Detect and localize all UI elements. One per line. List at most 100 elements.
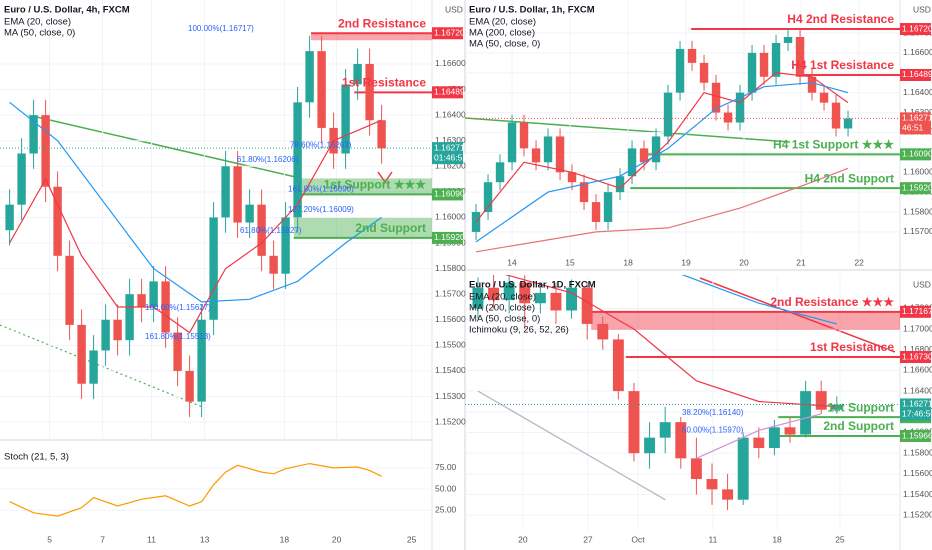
x-tick-label: 25: [835, 534, 845, 544]
y-tick-label: 1.16600: [903, 365, 932, 375]
x-tick-label: 20: [739, 257, 749, 267]
level-label: 2nd Support: [355, 221, 426, 235]
candle-body: [843, 118, 853, 129]
candle-body: [5, 204, 14, 231]
trend-line: [27, 114, 301, 179]
candle-body: [503, 282, 515, 301]
x-tick-label: Oct: [631, 534, 645, 544]
chart-title: Euro / U.S. Dollar, 1D, FXCM: [469, 280, 596, 291]
price-tag-label: 1.15920: [902, 182, 932, 192]
chart-title: Euro / U.S. Dollar, 4h, FXCM: [4, 5, 130, 16]
stoch-title: Stoch (21, 5, 3): [4, 452, 69, 463]
candle-body: [17, 153, 26, 205]
level-label: H4 2nd Support: [805, 171, 894, 185]
candle-body: [488, 287, 500, 301]
candle-body: [706, 479, 718, 490]
candle-body: [137, 294, 146, 307]
fib-label: 161.80%(1.15513): [145, 332, 211, 341]
level-label: H4 2nd Resistance: [787, 12, 894, 26]
price-tag-label: 1.16720: [902, 23, 932, 33]
candle-body: [651, 136, 661, 163]
candle-body: [245, 204, 254, 223]
price-tag: [432, 86, 463, 99]
candle-body: [735, 92, 745, 123]
y-tick-label: 1.15300: [435, 391, 466, 401]
current-price-tag: [900, 112, 931, 135]
x-tick-label: 20: [332, 534, 342, 544]
candle-body: [281, 217, 290, 274]
legend-entry: Ichimoku (9, 26, 52, 26): [469, 325, 569, 336]
x-tick-label: 25: [407, 534, 417, 544]
countdown: 46:51: [902, 123, 924, 133]
x-tick-label: 22: [854, 257, 864, 267]
y-tick-label: 1.16300: [903, 107, 932, 117]
candle-body: [784, 427, 796, 435]
fib-label: 50.00%(1.15970): [682, 426, 744, 435]
price-tag-label: 1.16730: [902, 351, 932, 361]
y-tick-label: 1.15400: [435, 365, 466, 375]
indicator-line: [681, 275, 837, 325]
indicator-line: [9, 101, 382, 303]
y-tick-label: 1.15600: [903, 468, 932, 478]
candle-body: [483, 182, 493, 213]
candle-body: [612, 339, 624, 392]
y-tick-label: 1.15700: [903, 226, 932, 236]
level-zone: [311, 33, 432, 41]
candle-body: [687, 48, 697, 63]
candle-body: [185, 370, 194, 402]
price-tag: [900, 148, 931, 161]
price-tag: [900, 430, 931, 443]
candle-body: [567, 172, 577, 183]
candle-body: [507, 122, 517, 163]
legend-entry: EMA (20, close): [469, 17, 536, 28]
candle-body: [534, 292, 546, 304]
candle-body: [209, 217, 218, 320]
plot: [0, 0, 432, 440]
level-label: 1st Resistance: [810, 340, 894, 354]
candle-body: [579, 182, 589, 203]
fib-label: 78.60%(1.16263): [290, 140, 352, 149]
price-tag: [900, 68, 931, 81]
candle-body: [591, 202, 601, 222]
y-tick-label: 1.16000: [435, 212, 466, 222]
indicator-line: [475, 167, 849, 253]
candle-body: [603, 192, 613, 222]
legend-entry: MA (50, close, 0): [469, 39, 540, 50]
y-tick-label: 1.15200: [435, 416, 466, 426]
candle-body: [597, 323, 609, 340]
y-tick-label: 1.15800: [435, 263, 466, 273]
y-tick-label: 1.16400: [903, 87, 932, 97]
y-tick-label: 1.16000: [903, 167, 932, 177]
current-price-tag: [432, 142, 463, 165]
x-tick-label: 11: [147, 534, 156, 544]
candle-body: [293, 102, 302, 218]
candle-body: [795, 36, 805, 77]
indicator-line: [696, 413, 822, 459]
price-tag-label: 1.16090: [902, 149, 932, 159]
y-tick-label: 1.15400: [903, 489, 932, 499]
candle-body: [305, 51, 314, 103]
current-price-label: 1.16271: [902, 399, 932, 409]
y-tick-label: 1.17000: [903, 323, 932, 333]
candle-body: [555, 136, 565, 173]
candle-body: [783, 36, 793, 43]
level-label: 2nd Resistance ★★★: [770, 295, 894, 309]
x-tick-label: 18: [772, 534, 782, 544]
y-tick-label: 25.00: [435, 504, 457, 514]
price-tag: [432, 231, 463, 244]
legend-entry: MA (200, close): [469, 28, 535, 39]
candle-body: [113, 319, 122, 341]
candle-body: [519, 122, 529, 149]
x-tick-label: 5: [47, 534, 52, 544]
indicator-line: [475, 82, 849, 243]
fib-label: 61.80%(1.16206): [237, 155, 299, 164]
x-tick-label: 14: [507, 257, 517, 267]
x-tick-label: 18: [280, 534, 290, 544]
candle-body: [722, 489, 734, 500]
candle-body: [737, 437, 749, 500]
level-label: 1st Support: [827, 400, 894, 414]
candle-body: [269, 255, 278, 274]
indicator-line: [475, 72, 849, 223]
currency: USD: [445, 4, 463, 14]
legend-entry: MA (50, close, 0): [469, 314, 540, 325]
